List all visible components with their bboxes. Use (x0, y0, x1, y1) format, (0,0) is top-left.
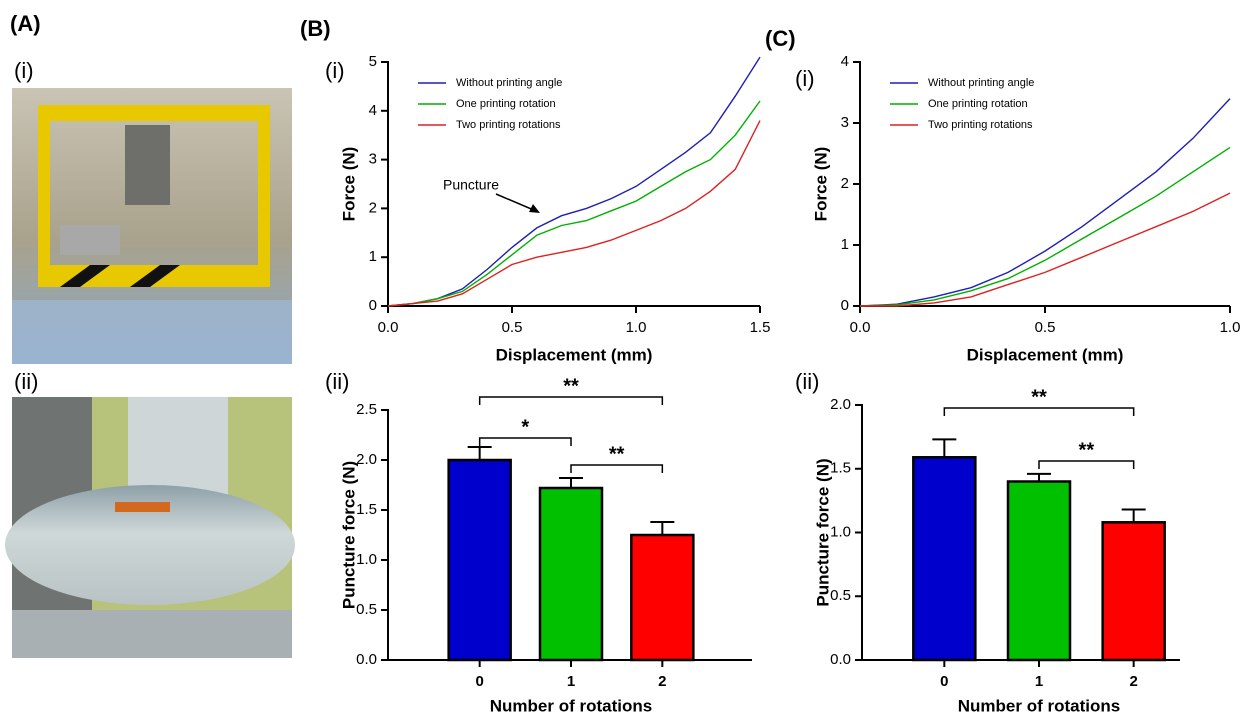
data-line (387, 100, 761, 307)
y-tick-label: 4 (369, 102, 377, 119)
bar (912, 456, 977, 662)
annotation-arrowhead (529, 204, 540, 213)
bar (447, 458, 512, 662)
panel-label: (A) (10, 11, 41, 36)
significance-label: ** (1079, 439, 1095, 461)
y-tick-label: 2.0 (830, 396, 851, 413)
significance-bracket (943, 407, 1135, 416)
bar (1006, 480, 1072, 662)
legend-label: One printing rotation (928, 98, 1028, 110)
significance-bracket (478, 396, 664, 405)
x-tick-label: 0.5 (1035, 319, 1056, 336)
panel-label: (ii) (325, 369, 349, 394)
y-tick-label: 3 (841, 114, 849, 131)
x-tick-label: 0 (940, 673, 948, 690)
y-tick-label: 0.5 (830, 587, 851, 604)
y-tick-label: 0 (369, 297, 377, 314)
legend-label: One printing rotation (456, 98, 556, 110)
legend-label: Without printing angle (928, 77, 1034, 89)
significance-label: ** (609, 443, 625, 465)
y-axis-label: Force (N) (811, 147, 830, 222)
panel-label: (ii) (14, 369, 38, 394)
panel-label: (i) (325, 58, 345, 83)
x-tick-label: 0.0 (378, 319, 399, 336)
legend-label: Two printing rotations (928, 119, 1033, 131)
panel-label: (ii) (795, 369, 819, 394)
annotation-arrow (495, 193, 537, 212)
annotation: Puncture (443, 177, 499, 193)
bar (538, 486, 604, 662)
y-tick-label: 0.5 (356, 601, 377, 618)
x-tick-label: 1.0 (1220, 319, 1241, 336)
y-tick-label: 1.0 (356, 551, 377, 568)
y-tick-label: 3 (369, 151, 377, 168)
x-tick-label: 2 (658, 673, 666, 690)
x-tick-label: 2 (1129, 673, 1137, 690)
y-tick-label: 1.0 (830, 523, 851, 540)
legend-label: Without printing angle (456, 77, 562, 89)
bar (1101, 521, 1166, 662)
legend-label: Two printing rotations (456, 119, 561, 131)
x-tick-label: 1 (567, 673, 575, 690)
significance-label: * (521, 416, 529, 438)
y-tick-label: 2.0 (356, 451, 377, 468)
photo-gel (5, 397, 295, 658)
y-tick-label: 1.5 (356, 501, 377, 518)
x-tick-label: 0.5 (502, 319, 523, 336)
y-tick-label: 5 (369, 53, 377, 70)
y-axis-label: Puncture force (N) (339, 461, 358, 609)
panel-label: (B) (300, 16, 331, 41)
x-tick-label: 0.0 (850, 319, 871, 336)
x-tick-label: 1 (1035, 673, 1043, 690)
y-tick-label: 2 (841, 175, 849, 192)
data-line (859, 98, 1231, 307)
x-axis-label: Displacement (mm) (967, 345, 1124, 364)
significance-label: ** (1031, 386, 1047, 408)
data-line (859, 146, 1231, 307)
panel-label: (C) (765, 26, 796, 51)
y-axis-label: Puncture force (N) (813, 458, 832, 606)
y-tick-label: 2.5 (356, 401, 377, 418)
y-tick-label: 0.0 (356, 651, 377, 668)
data-line (387, 56, 761, 307)
panel-label: (i) (14, 58, 34, 83)
significance-label: ** (563, 375, 579, 397)
x-tick-label: 0 (475, 673, 483, 690)
significance-bracket (1038, 460, 1135, 469)
x-tick-label: 1.0 (626, 319, 647, 336)
bar (630, 533, 695, 662)
data-line (387, 120, 761, 307)
y-tick-label: 2 (369, 199, 377, 216)
y-tick-label: 0.0 (830, 651, 851, 668)
y-axis-label: Force (N) (339, 147, 358, 222)
panel-label: (i) (795, 66, 815, 91)
y-tick-label: 1.5 (830, 460, 851, 477)
y-tick-label: 1 (841, 236, 849, 253)
y-tick-label: 4 (841, 53, 849, 70)
photo-rig (12, 88, 292, 364)
x-axis-label: Number of rotations (958, 696, 1120, 715)
x-axis-label: Number of rotations (490, 696, 652, 715)
data-line (860, 192, 1231, 307)
significance-bracket (570, 464, 664, 473)
x-axis-label: Displacement (mm) (496, 345, 653, 364)
significance-bracket (478, 437, 572, 446)
x-tick-label: 1.5 (750, 319, 771, 336)
y-tick-label: 1 (369, 248, 377, 265)
y-tick-label: 0 (841, 297, 849, 314)
